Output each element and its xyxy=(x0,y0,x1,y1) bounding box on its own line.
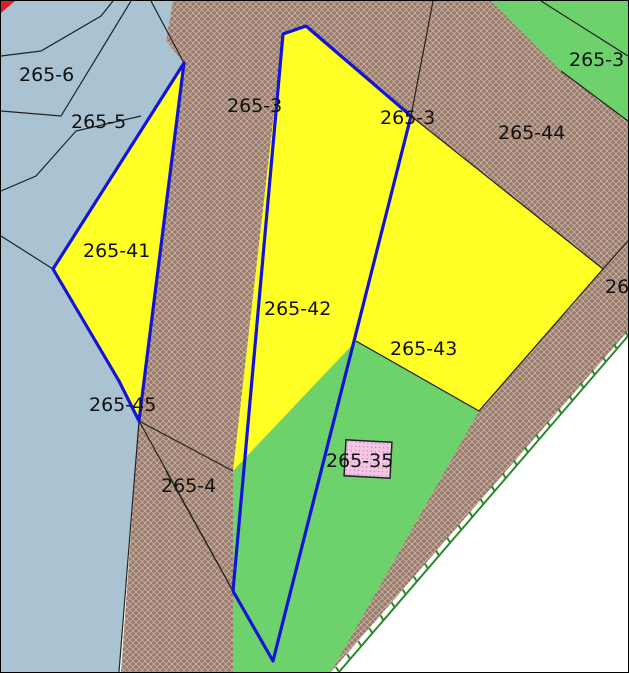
label-265-42: 265-42 xyxy=(264,298,331,320)
label-265-3b: 265-3 xyxy=(380,107,435,129)
label-265-41: 265-41 xyxy=(83,240,150,262)
boundary-tick xyxy=(501,472,507,479)
boundary-tick xyxy=(401,588,407,595)
boundary-tick xyxy=(613,343,618,350)
label-265-5: 265-5 xyxy=(71,111,126,133)
boundary-tick xyxy=(479,498,485,505)
label-265-35: 265-35 xyxy=(326,450,393,472)
label-265-top-right: 265-3 xyxy=(569,49,624,71)
label-265-45: 265-45 xyxy=(89,394,156,416)
boundary-tick xyxy=(357,640,363,647)
boundary-tick xyxy=(335,666,340,672)
label-265-43: 265-43 xyxy=(390,338,457,360)
label-26-right: 26 xyxy=(605,276,628,298)
boundary-tick xyxy=(435,550,440,557)
boundary-tick xyxy=(590,369,596,376)
label-265-4: 265-4 xyxy=(161,475,216,497)
parcel-labels: 265-6 265-5 265-3 265-3 265-44 265-3 265… xyxy=(19,49,628,497)
parcel-265-43[interactable] xyxy=(356,116,603,411)
boundary-tick xyxy=(457,524,463,531)
corner-marker xyxy=(1,1,15,13)
green-parcel-top-right xyxy=(491,1,628,121)
label-265-44: 265-44 xyxy=(498,122,565,144)
parcel-265-41[interactable] xyxy=(53,63,184,421)
boundary-tick xyxy=(512,459,518,466)
boundary-tick xyxy=(368,627,374,634)
boundary-tick xyxy=(546,420,552,427)
boundary-tick xyxy=(390,601,396,608)
boundary-tick xyxy=(568,395,574,402)
selection-outlines xyxy=(51,24,413,663)
boundary-tick xyxy=(346,653,351,660)
boundary-tick xyxy=(601,356,607,363)
label-265-6: 265-6 xyxy=(19,64,74,86)
boundary-tick xyxy=(490,485,496,492)
boundary-tick xyxy=(446,537,452,544)
parcel-265-35-marker[interactable] xyxy=(343,439,393,479)
boundary-tick xyxy=(412,576,418,583)
boundary-tick xyxy=(579,382,585,389)
boundary-tick xyxy=(524,446,529,453)
label-265-3a: 265-3 xyxy=(227,95,282,117)
green-parcel-lower xyxy=(233,341,479,672)
parcel-265-42[interactable] xyxy=(233,26,411,471)
boundary-tick xyxy=(424,563,429,570)
boundary-tick xyxy=(535,433,540,440)
boundary-tick xyxy=(557,408,563,415)
boundary-tick xyxy=(624,330,628,337)
boundary-tick xyxy=(468,511,474,518)
boundary-tick xyxy=(379,614,385,621)
